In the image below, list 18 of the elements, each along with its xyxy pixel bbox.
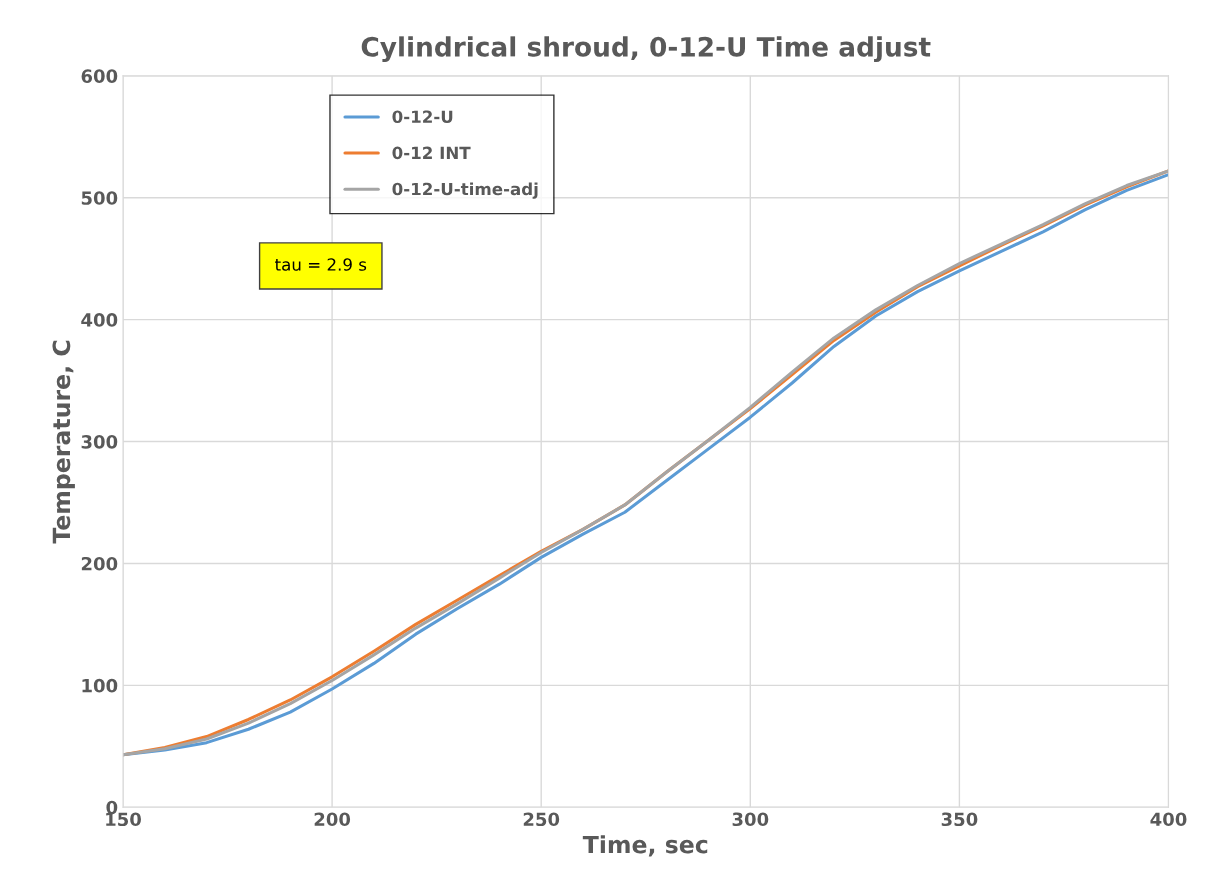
x-tick-label: 300 [732, 812, 769, 827]
x-tick-label: 350 [941, 812, 978, 827]
y-tick-label: 500 [81, 191, 118, 205]
y-tick-label: 300 [81, 435, 118, 449]
y-axis-title: Temperature, C [52, 340, 75, 544]
x-tick-label: 400 [1150, 812, 1187, 827]
y-tick-label: 100 [82, 678, 118, 693]
x-axis-title: Time, sec [582, 835, 708, 857]
chart-title: Cylindrical shroud, 0-12-U Time adjust [361, 36, 931, 63]
y-tick-label: 200 [81, 556, 118, 571]
legend-label: 0-12 INT [392, 146, 471, 160]
legend-label: 0-12-U [392, 110, 453, 124]
legend-label: 0-12-U-time-adj [392, 182, 538, 199]
x-tick-label: 200 [314, 812, 351, 827]
annotation: tau = 2.9 s [275, 258, 367, 271]
x-tick-label: 250 [523, 812, 560, 827]
y-tick-label: 600 [81, 69, 118, 83]
y-tick-label: 400 [81, 313, 118, 327]
